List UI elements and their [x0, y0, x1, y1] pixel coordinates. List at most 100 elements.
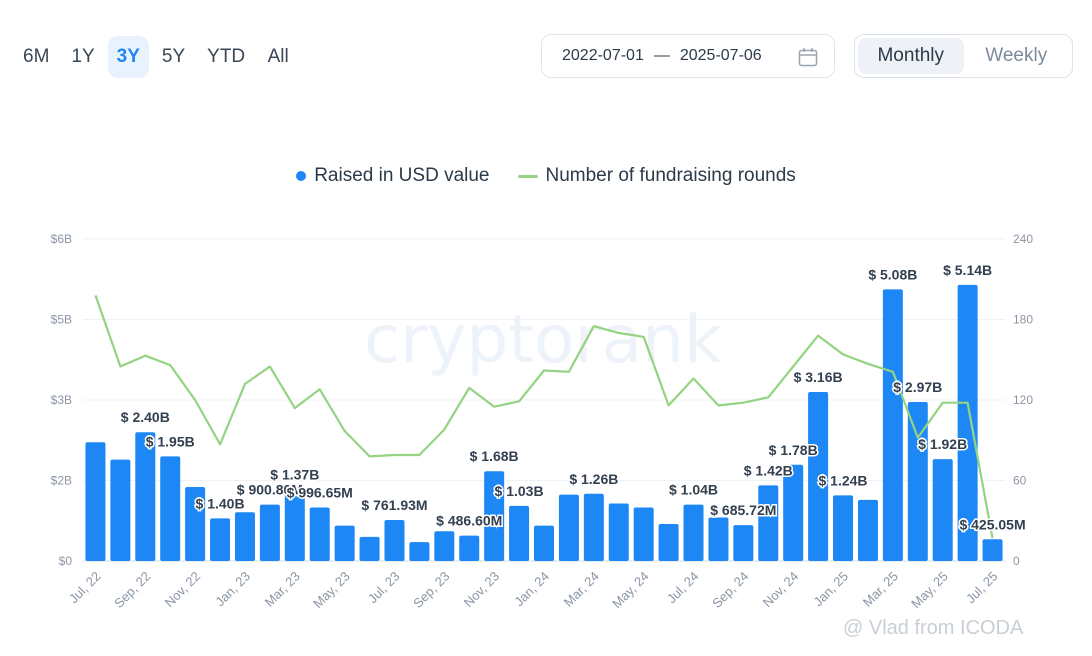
data-label: $ 1.40B — [196, 495, 245, 511]
bar — [608, 503, 629, 561]
data-label: $ 3.16B — [794, 369, 843, 385]
bar — [459, 535, 480, 561]
watermark-text: cryptorank — [364, 301, 723, 378]
legend-label-raised: Raised in USD value — [314, 165, 490, 186]
bar — [783, 464, 804, 561]
data-label: $ 5.08B — [868, 266, 917, 282]
y-right-tick-label: 240 — [1013, 232, 1033, 246]
x-tick-label: May, 23 — [310, 569, 353, 612]
date-start: 2022-07-01 — [562, 47, 644, 64]
x-tick-label: Sep, 23 — [410, 569, 452, 611]
x-tick-label: Sep, 22 — [111, 569, 153, 611]
bar — [210, 518, 231, 561]
bar — [882, 289, 903, 561]
data-label: $ 996.65M — [287, 484, 353, 500]
bar — [633, 507, 654, 561]
y-left-tick-label: $5B — [51, 313, 72, 327]
data-label: $ 1.42B — [744, 462, 793, 478]
data-label: $ 425.05M — [959, 516, 1025, 532]
data-label: $ 2.40B — [121, 409, 170, 425]
data-label: $ 761.93M — [361, 497, 427, 513]
y-left-tick-label: $3B — [51, 393, 72, 407]
date-end: 2025-07-06 — [679, 47, 762, 64]
range-tabs: 6M 1Y 3Y 5Y YTD All — [14, 36, 298, 78]
x-tick-label: May, 25 — [908, 569, 951, 612]
x-tick-label: May, 24 — [609, 569, 652, 612]
date-separator: — — [653, 47, 670, 64]
range-tab-3y[interactable]: 3Y — [107, 36, 149, 78]
legend-dot-icon — [296, 171, 307, 181]
rounds-line — [94, 295, 994, 539]
bar — [708, 517, 729, 561]
y-left-tick-label: $6B — [51, 232, 72, 246]
x-tick-label: Jan, 23 — [212, 569, 253, 610]
x-tick-label: Nov, 24 — [760, 569, 802, 611]
bar — [110, 459, 131, 561]
x-tick-label: Nov, 23 — [461, 569, 503, 611]
bar — [259, 504, 280, 561]
bar — [509, 505, 530, 561]
bar — [733, 525, 754, 561]
data-label: $ 900.80M — [237, 482, 303, 498]
range-tab-all[interactable]: All — [267, 46, 289, 67]
range-tab-6m[interactable]: 6M — [23, 46, 50, 67]
x-tick-label: Jul, 25 — [963, 569, 1001, 607]
bar — [135, 432, 156, 561]
y-right-tick-label: 60 — [1013, 474, 1027, 488]
period-toggle: Monthly Weekly — [854, 34, 1073, 78]
x-tick-label: Jul, 23 — [365, 569, 403, 607]
bar — [484, 471, 505, 561]
data-label: $ 1.24B — [819, 472, 868, 488]
bar — [409, 542, 430, 561]
bar — [558, 494, 579, 561]
data-label: $ 1.26B — [569, 471, 618, 487]
x-tick-label: Nov, 22 — [162, 569, 204, 611]
bar — [658, 523, 679, 561]
x-tick-label: Jul, 22 — [66, 569, 104, 607]
x-tick-label: Jan, 25 — [810, 569, 851, 610]
bar — [683, 504, 704, 561]
chart-legend: Raised in USD value Number of fundraisin… — [0, 165, 1092, 187]
bar — [534, 525, 554, 561]
data-label: $ 1.95B — [146, 433, 195, 449]
bar — [808, 391, 829, 561]
data-label: $ 1.03B — [495, 483, 544, 499]
bar — [932, 459, 953, 561]
range-tab-5y[interactable]: 5Y — [161, 46, 186, 67]
data-label: $ 685.72M — [710, 502, 776, 518]
data-label: $ 5.14B — [943, 262, 992, 278]
data-label: $ 1.92B — [918, 436, 967, 452]
bar — [309, 507, 330, 561]
bar — [583, 493, 604, 561]
x-tick-label: Mar, 24 — [561, 569, 602, 610]
bar — [758, 485, 779, 561]
x-tick-label: Jan, 24 — [511, 569, 552, 610]
data-label: $ 1.78B — [769, 442, 818, 458]
bar — [359, 536, 380, 561]
bar — [284, 489, 305, 561]
bar — [160, 456, 181, 561]
period-weekly[interactable]: Weekly — [985, 45, 1048, 66]
period-monthly[interactable]: Monthly — [858, 38, 964, 74]
x-tick-label: Jul, 24 — [664, 569, 702, 607]
bar — [434, 531, 455, 561]
legend-label-rounds: Number of fundraising rounds — [545, 165, 796, 186]
calendar-icon[interactable] — [798, 47, 818, 72]
range-tab-ytd[interactable]: YTD — [207, 46, 246, 67]
legend-line-icon — [517, 174, 538, 178]
bar — [982, 539, 1003, 561]
date-range-picker[interactable]: 2022-07-01 — 2025-07-06 — [541, 34, 835, 78]
data-label: $ 1.04B — [669, 482, 718, 498]
bar — [957, 284, 978, 561]
x-tick-label: Mar, 23 — [262, 569, 303, 610]
legend-item-raised[interactable]: Raised in USD value — [296, 165, 490, 187]
data-label: $ 1.68B — [470, 448, 519, 464]
x-tick-label: Sep, 24 — [709, 569, 751, 611]
range-tab-1y[interactable]: 1Y — [71, 46, 95, 67]
credit-watermark: @ Vlad from ICODA — [843, 617, 1024, 639]
x-tick-label: Mar, 25 — [860, 569, 901, 610]
bar — [334, 525, 355, 561]
legend-item-rounds[interactable]: Number of fundraising rounds — [517, 165, 796, 187]
bar — [833, 495, 854, 561]
